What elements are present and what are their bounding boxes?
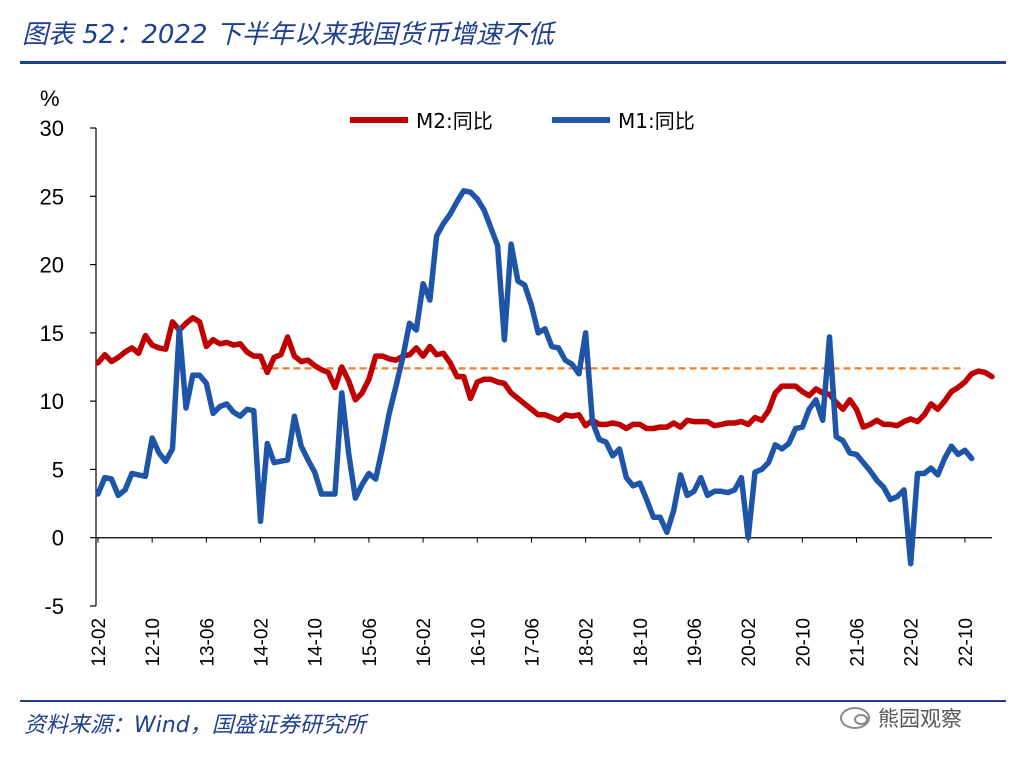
x-tick-label: 12-10 bbox=[143, 618, 164, 667]
x-tick-label: 20-02 bbox=[739, 618, 760, 667]
x-tick-label: 21-06 bbox=[848, 618, 869, 667]
x-tick-label: 14-10 bbox=[306, 618, 327, 667]
x-tick-label: 18-10 bbox=[631, 618, 652, 667]
watermark: 熊园观察 bbox=[840, 700, 962, 736]
y-axis-unit-label: % bbox=[40, 86, 60, 111]
x-tick-label: 18-02 bbox=[577, 618, 598, 667]
y-tick-label: 30 bbox=[40, 116, 64, 141]
chart-area: % 30 25 20 15 10 5 0 -5 12-02 12-10 13-06 14-02 14-… bbox=[40, 86, 995, 667]
y-tick-label: 20 bbox=[40, 253, 64, 278]
y-axis: 30 25 20 15 10 5 0 -5 bbox=[40, 116, 97, 619]
legend-m2-label: M2:同比 bbox=[416, 109, 493, 133]
chart-title: 图表 52：2022 下半年以来我国货币增速不低 bbox=[22, 20, 554, 50]
x-tick-label: 12-02 bbox=[89, 618, 110, 667]
series-layer bbox=[95, 188, 995, 567]
y-tick-label: 10 bbox=[40, 389, 64, 414]
m1-series-line bbox=[95, 188, 975, 567]
y-tick-label: 0 bbox=[52, 526, 64, 551]
x-tick-label: 16-10 bbox=[468, 618, 489, 667]
y-tick-label: 5 bbox=[52, 457, 64, 482]
wechat-icon bbox=[840, 707, 870, 729]
y-tick-label: 25 bbox=[40, 184, 64, 209]
x-tick-label: 17-06 bbox=[522, 618, 543, 667]
footer-divider bbox=[20, 700, 1006, 702]
x-tick-label: 16-02 bbox=[414, 618, 435, 667]
legend: M2:同比 M1:同比 bbox=[350, 109, 695, 133]
watermark-label: 熊园观察 bbox=[878, 707, 962, 731]
y-tick-label: -5 bbox=[44, 594, 64, 619]
y-tick-label: 15 bbox=[40, 321, 64, 346]
x-tick-label: 22-10 bbox=[956, 618, 977, 667]
source-note: 资料来源：Wind，国盛证券研究所 bbox=[24, 713, 366, 738]
title-divider bbox=[20, 61, 1006, 64]
x-tick-label: 22-02 bbox=[902, 618, 923, 667]
x-tick-label: 15-06 bbox=[360, 618, 381, 667]
legend-m1-label: M1:同比 bbox=[618, 109, 695, 133]
x-axis: 12-02 12-10 13-06 14-02 14-10 15-06 16-02 16-10… bbox=[89, 537, 992, 667]
m2-series-line bbox=[95, 315, 995, 432]
x-tick-label: 20-10 bbox=[793, 618, 814, 667]
x-tick-label: 19-06 bbox=[685, 618, 706, 667]
x-tick-label: 13-06 bbox=[197, 618, 218, 667]
x-tick-label: 14-02 bbox=[252, 618, 273, 667]
